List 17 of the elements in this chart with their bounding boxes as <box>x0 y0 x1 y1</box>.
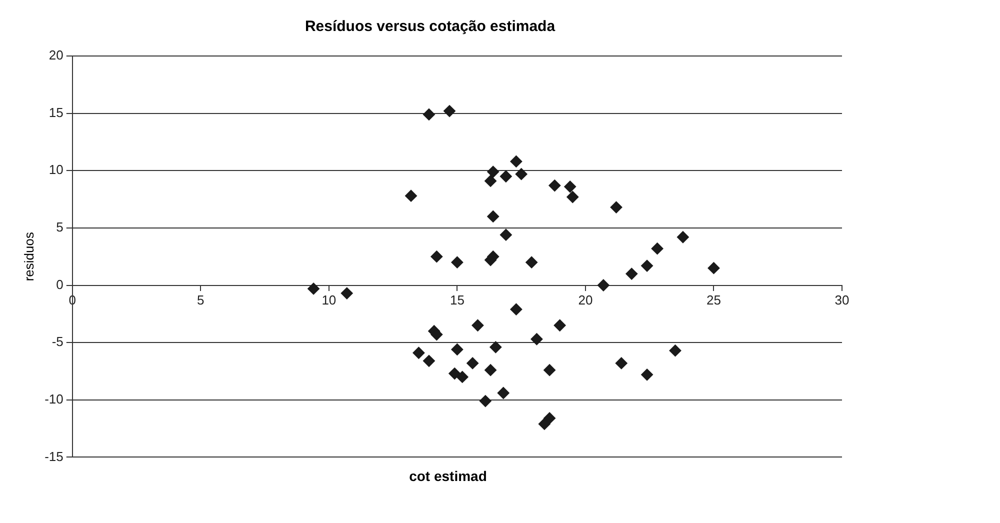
x-tick-label: 10 <box>322 292 336 308</box>
y-tick-label: 15 <box>48 104 64 120</box>
y-tick-label: 10 <box>48 162 64 178</box>
y-tick-label: -15 <box>44 448 64 464</box>
chart-title: Resíduos versus cotação estimada <box>304 18 556 36</box>
x-tick-label: 30 <box>834 292 850 308</box>
y-tick-label: 5 <box>56 220 64 235</box>
y-tick-label: -10 <box>44 391 64 406</box>
x-axis-title: cot estimad <box>408 468 488 484</box>
x-tick-label: 25 <box>706 292 721 308</box>
y-axis-title: residuos <box>21 232 36 282</box>
y-tick-label: -5 <box>52 334 64 350</box>
x-tick-label: 20 <box>578 292 593 308</box>
x-tick-label: 5 <box>197 292 204 308</box>
y-tick-label: 0 <box>56 276 64 292</box>
y-tick-label: 20 <box>48 48 64 63</box>
x-tick-label: 15 <box>450 292 464 308</box>
